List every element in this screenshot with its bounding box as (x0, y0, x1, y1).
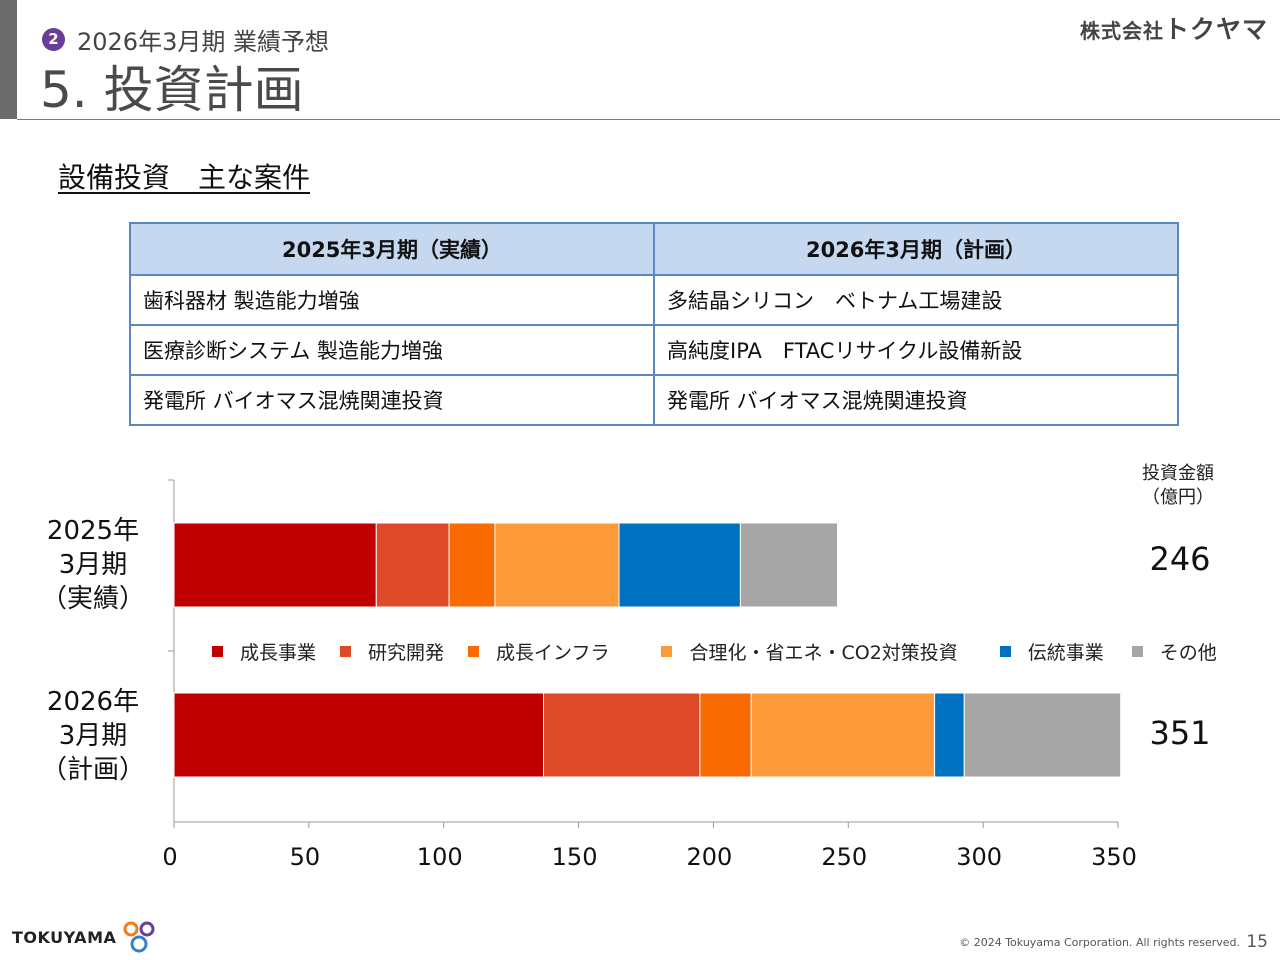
legend-swatch (999, 645, 1011, 657)
table-cell: 発電所 バイオマス混焼関連投資 (129, 374, 655, 426)
legend-item: 研究開発 (340, 638, 444, 665)
x-tick-label: 350 (1091, 843, 1137, 871)
legend-swatch (1131, 645, 1143, 657)
table-cell: 高純度IPA FTACリサイクル設備新設 (653, 324, 1179, 376)
category-label-line: 3月期 (58, 721, 128, 751)
table-cell: 医療診断システム 製造能力増強 (129, 324, 655, 376)
legend-label: 研究開発 (368, 641, 445, 664)
x-tick-label: 150 (552, 843, 598, 871)
bar-segment-fy2026-s2 (699, 692, 752, 778)
table-row: 発電所 バイオマス混焼関連投資 発電所 バイオマス混焼関連投資 (129, 374, 1179, 426)
header-divider (17, 119, 1280, 120)
legend-item: 成長インフラ (468, 638, 609, 665)
bar-segment-fy2026-s3 (750, 692, 936, 778)
bar-segment-fy2025-s4 (618, 522, 741, 608)
projects-table: 2025年3月期（実績） 2026年3月期（計画） 歯科器材 製造能力増強 多結… (129, 222, 1179, 426)
category-label-line: 2026年 (46, 687, 140, 717)
table-header-fy2025: 2025年3月期（実績） (129, 222, 655, 276)
total-value-fy2026: 351 (1149, 714, 1211, 752)
x-tick-label: 300 (956, 843, 1002, 871)
category-label-line: （計画） (40, 755, 145, 785)
x-tick-label: 200 (687, 843, 733, 871)
legend-swatch (661, 645, 673, 657)
category-label-line: 2025年 (46, 516, 140, 546)
table-cell: 発電所 バイオマス混焼関連投資 (653, 374, 1179, 426)
legend-label: その他 (1159, 641, 1217, 664)
bar-segment-fy2026-s5 (963, 692, 1122, 778)
category-label-fy2026: 2026年 3月期 （計画） (30, 685, 156, 787)
table-header-row: 2025年3月期（実績） 2026年3月期（計画） (129, 222, 1179, 276)
legend-swatch (212, 645, 223, 657)
table-row: 歯科器材 製造能力増強 多結晶シリコン ベトナム工場建設 (129, 274, 1179, 326)
category-label-fy2025: 2025年 3月期 （実績） (30, 514, 156, 616)
bar-segment-fy2026-s0 (173, 692, 545, 778)
page-number: 15 (1246, 932, 1268, 952)
subtitle-text: 2026年3月期 業績予想 (77, 27, 329, 56)
table-cell: 歯科器材 製造能力増強 (129, 274, 655, 326)
tokuyama-mark-icon (123, 921, 155, 953)
section-subtitle: 2 2026年3月期 業績予想 (42, 22, 329, 56)
legend-swatch (468, 645, 480, 657)
legend-swatch (340, 645, 352, 657)
bar-segment-fy2025-s3 (494, 522, 620, 608)
x-tick-label: 50 (290, 843, 321, 871)
category-label-line: （実績） (40, 584, 145, 614)
amount-header-line2: （億円） (1142, 487, 1214, 508)
legend-label: 成長事業 (240, 641, 317, 664)
legend-item: その他 (1131, 638, 1217, 665)
company-logo-prefix: 株式会社 (1079, 19, 1164, 43)
legend-label: 成長インフラ (496, 641, 610, 664)
total-value-fy2025: 246 (1149, 540, 1211, 578)
legend-label: 合理化・省エネ・CO2対策投資 (689, 641, 958, 664)
page-title: 5. 投資計画 (40, 61, 304, 119)
x-tick-label: 250 (821, 843, 867, 871)
table-row: 医療診断システム 製造能力増強 高純度IPA FTACリサイクル設備新設 (129, 324, 1179, 376)
amount-header: 投資金額 （億円） (1128, 462, 1228, 510)
copyright-notice: © 2024 Tokuyama Corporation. All rights … (959, 936, 1240, 949)
chart-legend: 成長事業 研究開発 成長インフラ 合理化・省エネ・CO2対策投資 伝統事業 その他 (212, 636, 1217, 666)
legend-item: 成長事業 (212, 638, 316, 665)
bar-segment-fy2025-s1 (375, 522, 450, 608)
section-title: 設備投資 主な案件 (58, 161, 311, 194)
legend-item: 合理化・省エネ・CO2対策投資 (661, 638, 958, 665)
x-tick-label: 0 (162, 843, 177, 871)
bar-segment-fy2026-s1 (543, 692, 701, 778)
stacked-bar-chart: 0 50 100 150 200 250 300 350 (162, 479, 1137, 871)
table-header-fy2026: 2026年3月期（計画） (653, 222, 1179, 276)
x-tick-label: 100 (417, 843, 463, 871)
amount-header-line1: 投資金額 (1142, 463, 1214, 484)
bar-segment-fy2025-s0 (173, 522, 377, 608)
header-accent-bar (0, 0, 17, 119)
company-logo: 株式会社トクヤマ (1080, 10, 1268, 46)
company-logo-name: トクヤマ (1163, 15, 1268, 44)
bar-segment-fy2026-s4 (934, 692, 965, 778)
bar-segment-fy2025-s5 (739, 522, 838, 608)
legend-label: 伝統事業 (1027, 641, 1104, 664)
footer-logo-text: TOKUYAMA (12, 927, 117, 947)
category-label-line: 3月期 (58, 550, 128, 580)
table-cell: 多結晶シリコン ベトナム工場建設 (653, 274, 1179, 326)
section-number-badge: 2 (42, 27, 65, 51)
footer-logo: TOKUYAMA (12, 918, 158, 956)
legend-item: 伝統事業 (999, 638, 1104, 665)
bar-segment-fy2025-s2 (448, 522, 496, 608)
